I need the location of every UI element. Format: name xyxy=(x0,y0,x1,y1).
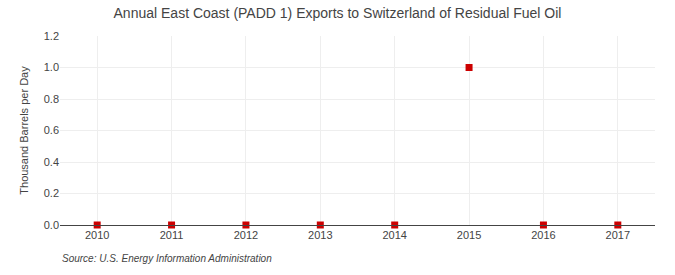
svg-text:1.2: 1.2 xyxy=(44,30,59,42)
svg-text:2014: 2014 xyxy=(382,229,406,241)
svg-text:0.8: 0.8 xyxy=(44,93,59,105)
svg-text:Thousand Barrels per Day: Thousand Barrels per Day xyxy=(18,66,30,195)
svg-text:1.0: 1.0 xyxy=(44,61,59,73)
svg-text:0.4: 0.4 xyxy=(44,156,59,168)
svg-text:Source: U.S. Energy Informatio: Source: U.S. Energy Information Administ… xyxy=(62,253,272,264)
svg-text:2010: 2010 xyxy=(85,229,109,241)
svg-text:Annual East Coast (PADD 1) Exp: Annual East Coast (PADD 1) Exports to Sw… xyxy=(114,5,562,21)
svg-text:2017: 2017 xyxy=(606,229,630,241)
svg-text:0.2: 0.2 xyxy=(44,187,59,199)
svg-text:2012: 2012 xyxy=(234,229,258,241)
svg-text:2011: 2011 xyxy=(160,229,184,241)
svg-text:2016: 2016 xyxy=(531,229,555,241)
svg-text:2015: 2015 xyxy=(457,229,481,241)
svg-text:0.0: 0.0 xyxy=(44,219,59,231)
svg-text:2013: 2013 xyxy=(308,229,332,241)
svg-text:0.6: 0.6 xyxy=(44,124,59,136)
